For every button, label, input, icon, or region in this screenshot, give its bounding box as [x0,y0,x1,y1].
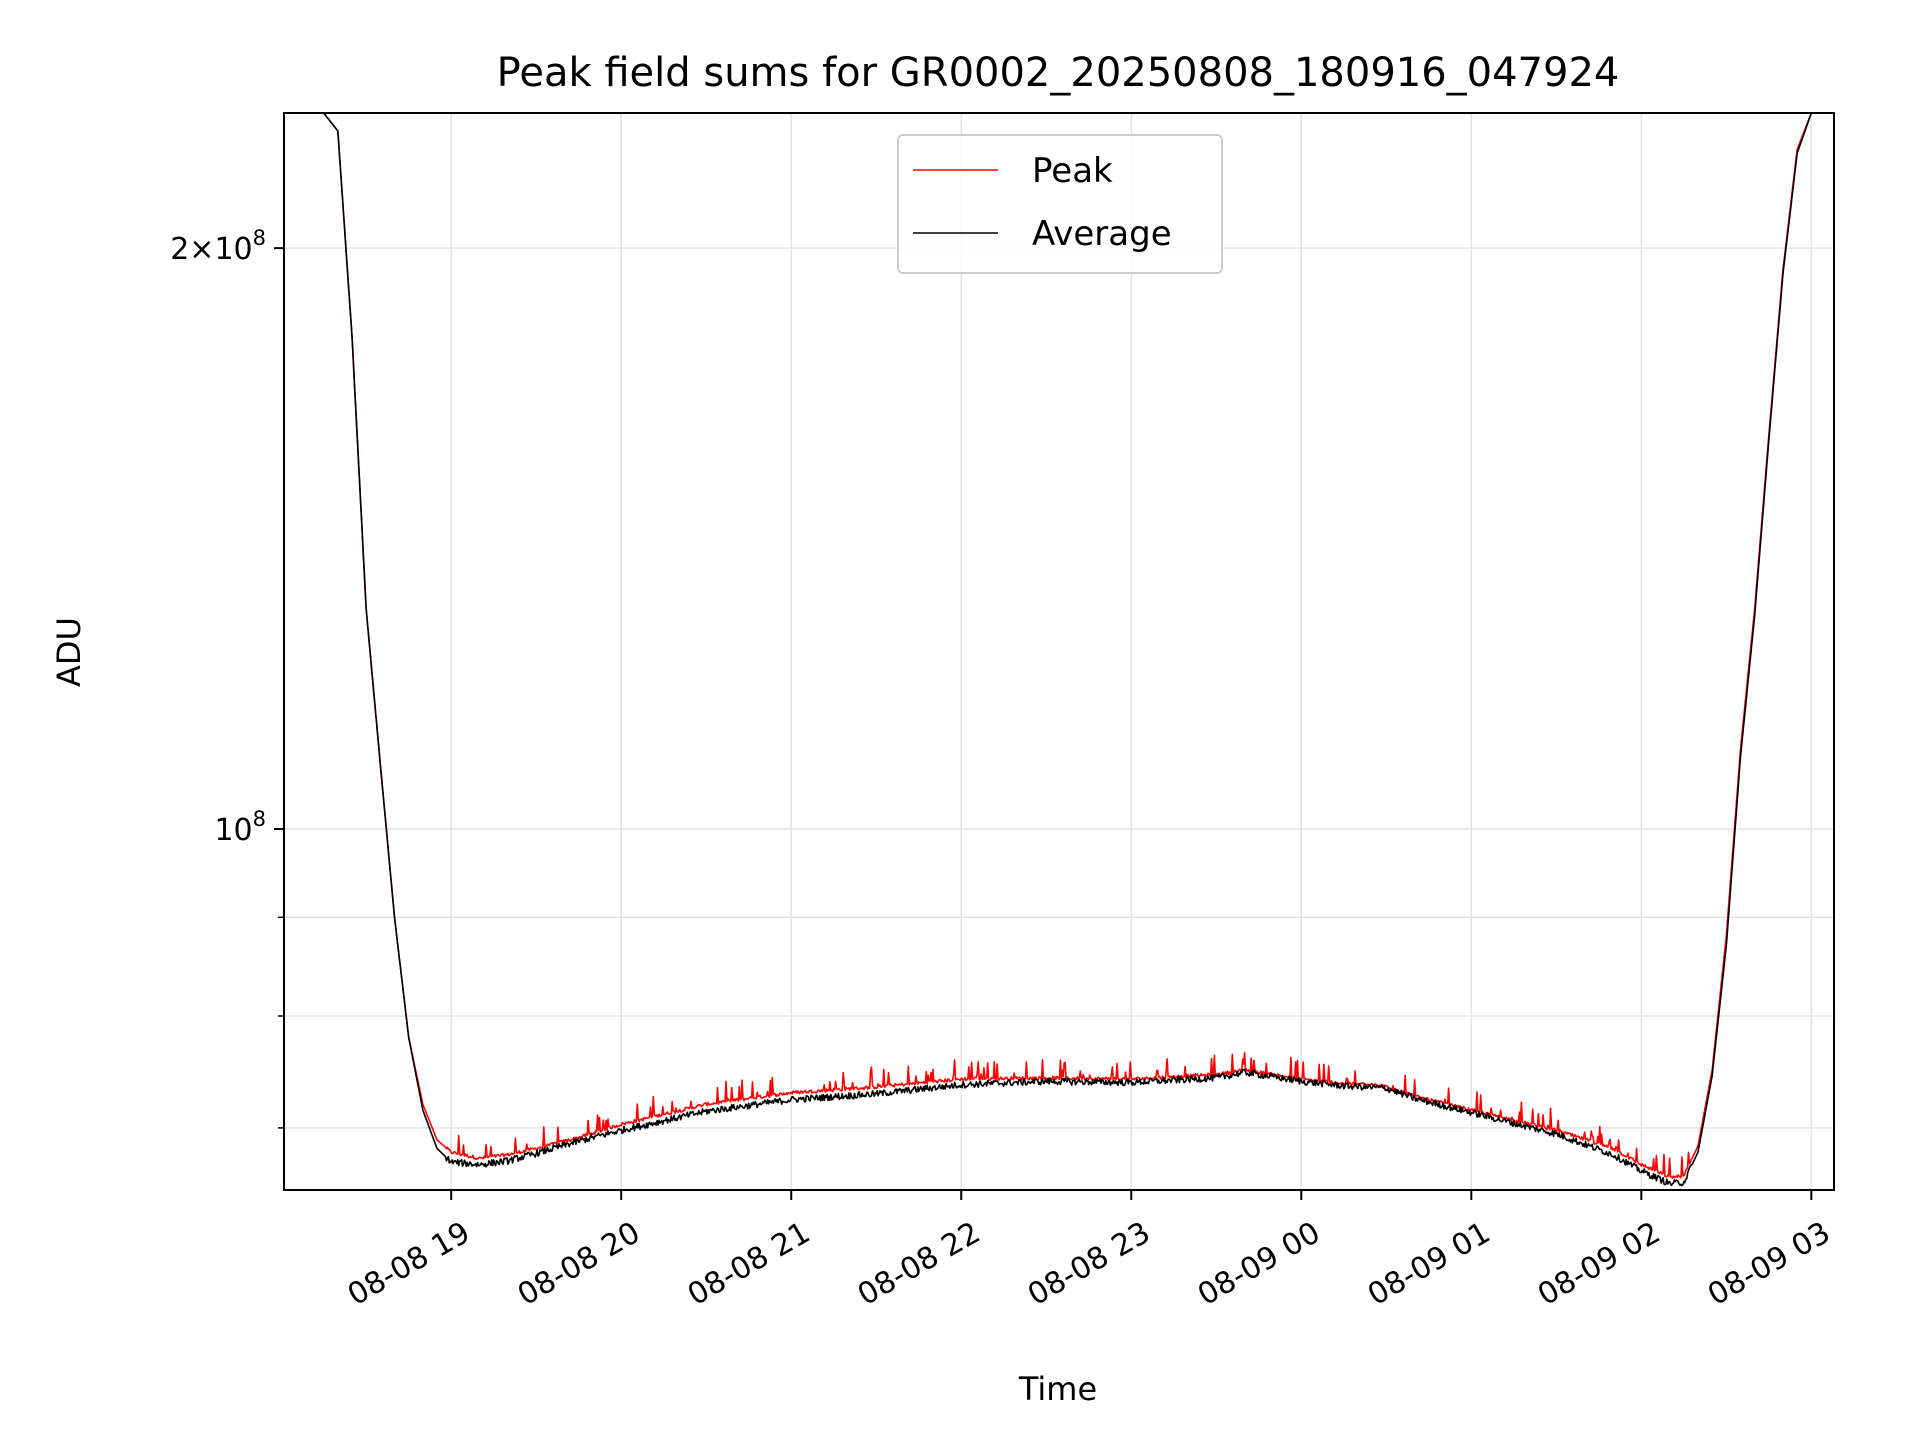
series-line-average [306,112,1813,1187]
legend: Peak Average [897,134,1223,274]
y-tick-label: 2×108 [170,226,266,267]
series-layer [306,112,1813,1187]
y-axis: 108 2×108 [170,226,284,1129]
plot-frame [283,112,1835,1191]
legend-label-average: Average [1032,214,1172,254]
series-line-peak [306,112,1813,1179]
x-axis-title: Time [1018,1370,1097,1408]
y-axis-title: ADU [50,617,88,687]
legend-label-peak: Peak [1032,151,1113,191]
y-tick-label: 108 [214,807,266,848]
chart-title: Peak field sums for GR0002_20250808_1809… [497,50,1620,96]
